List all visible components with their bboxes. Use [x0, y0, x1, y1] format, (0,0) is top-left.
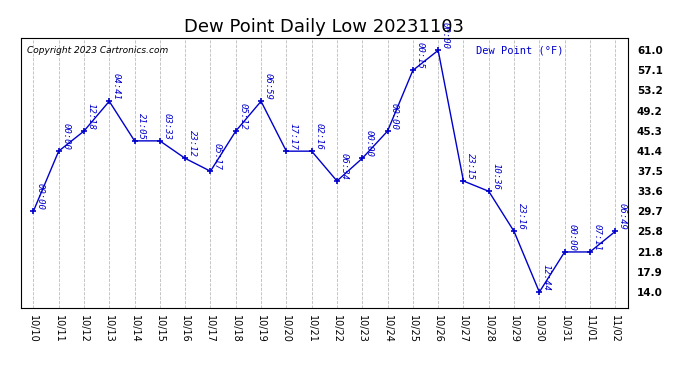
Text: 00:00: 00:00 — [390, 103, 399, 130]
Text: 00:00: 00:00 — [36, 183, 45, 210]
Text: Dew Point (°F): Dew Point (°F) — [476, 46, 564, 56]
Text: 05:17: 05:17 — [213, 143, 222, 170]
Text: 00:00: 00:00 — [441, 22, 450, 49]
Text: 23:15: 23:15 — [466, 153, 475, 180]
Text: 00:00: 00:00 — [365, 130, 374, 157]
Text: 05:12: 05:12 — [238, 103, 247, 130]
Text: Copyright 2023 Cartronics.com: Copyright 2023 Cartronics.com — [27, 46, 168, 55]
Text: 10:36: 10:36 — [491, 163, 500, 190]
Text: 00:15: 00:15 — [415, 42, 424, 69]
Text: 06:34: 06:34 — [339, 153, 348, 180]
Text: 12:44: 12:44 — [542, 264, 551, 291]
Text: 12:18: 12:18 — [86, 103, 95, 130]
Text: 21:05: 21:05 — [137, 112, 146, 140]
Text: 04:41: 04:41 — [112, 73, 121, 100]
Text: 03:33: 03:33 — [162, 112, 171, 140]
Text: 00:00: 00:00 — [61, 123, 70, 150]
Text: 07:11: 07:11 — [593, 224, 602, 251]
Text: 17:17: 17:17 — [289, 123, 298, 150]
Text: 23:12: 23:12 — [188, 130, 197, 157]
Text: 00:00: 00:00 — [567, 224, 576, 251]
Title: Dew Point Daily Low 20231103: Dew Point Daily Low 20231103 — [184, 18, 464, 36]
Text: 23:16: 23:16 — [517, 203, 526, 230]
Text: 06:49: 06:49 — [618, 203, 627, 230]
Text: 02:16: 02:16 — [314, 123, 323, 150]
Text: 06:59: 06:59 — [264, 73, 273, 100]
